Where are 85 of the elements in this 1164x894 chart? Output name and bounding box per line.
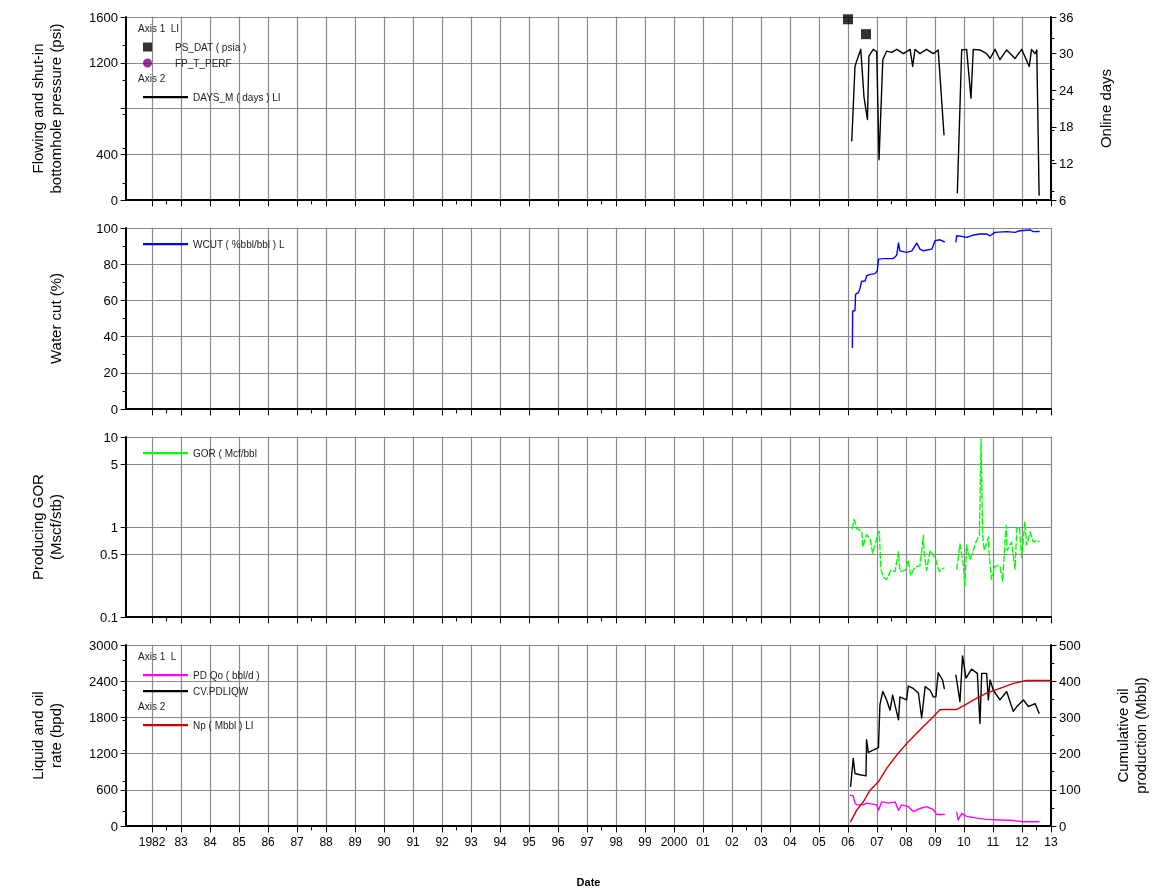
legend-label: PS_DAT ( psia ): [175, 41, 247, 53]
y-tick-label: 1: [110, 519, 118, 535]
y2-tick-label: 200: [1059, 746, 1081, 762]
line-series: [849, 679, 1051, 823]
x-tick-label: 08: [899, 835, 914, 849]
y-axis-title: Liquid and oil rate (bpd): [28, 691, 64, 780]
y-tick-label: 5: [110, 456, 118, 472]
legend-label: Np ( Mbbl ) LI: [193, 719, 254, 731]
y-tick-label: 20: [103, 365, 118, 381]
annotation: Axis 2: [138, 72, 166, 84]
y-tick-label: 1200: [89, 746, 118, 762]
x-tick-label: 13: [1044, 835, 1058, 849]
x-tick-label: 11: [986, 835, 1000, 849]
y-tick-label: 1800: [89, 709, 118, 725]
x-tick-label: 96: [551, 835, 566, 849]
y-tick-label: 600: [96, 782, 118, 798]
x-tick-label: 98: [609, 835, 624, 849]
legend-label: PD Qo ( bbl/d ): [193, 669, 260, 681]
x-tick-label: 90: [377, 835, 392, 849]
annotation: Axis 1 LI: [138, 22, 180, 34]
legend-label: WCUT ( %bbl/bbl ) L: [193, 238, 285, 250]
legend-label: DAYS_M ( days ) LI: [193, 91, 281, 103]
y-tick-label: 100: [96, 220, 118, 236]
x-tick-label: 95: [522, 835, 537, 849]
x-tick-label: 04: [783, 835, 798, 849]
y2-tick-label: 500: [1059, 637, 1081, 653]
x-axis-title: Date: [576, 875, 601, 888]
y2-tick-label: 36: [1059, 9, 1074, 25]
x-tick-label: 93: [464, 835, 479, 849]
x-tick-label: 2000: [660, 835, 688, 849]
y-tick-label: 80: [103, 256, 118, 272]
y2-tick-label: 18: [1059, 119, 1074, 135]
x-tick-label: 09: [928, 835, 943, 849]
y-tick-label: 400: [96, 146, 118, 162]
y-tick-label: 1600: [89, 9, 118, 25]
x-tick-label: 89: [348, 835, 363, 849]
x-tick-label: 87: [290, 835, 305, 849]
x-tick-label: 85: [232, 835, 247, 849]
y-tick-label: 2400: [89, 673, 118, 689]
y-tick-label: 10: [103, 429, 118, 445]
y-tick-label: 40: [103, 329, 118, 345]
y-tick-label: 60: [103, 292, 118, 308]
legend-label: CV.PDLIQW: [193, 685, 249, 697]
x-tick-label: 01: [696, 835, 711, 849]
y-tick-label: 0: [110, 192, 118, 208]
x-tick-label: 92: [435, 835, 450, 849]
x-tick-label: 94: [493, 835, 508, 849]
x-tick-label: 91: [406, 835, 421, 849]
x-tick-label: 97: [580, 835, 595, 849]
y-axis-title: Water cut (%): [46, 272, 64, 365]
y-tick-label: 3000: [89, 637, 118, 653]
y-axis-title: Producing GOR (Mscf/stb): [28, 473, 64, 580]
y-tick-label: 0: [110, 818, 118, 834]
y-tick-label: 0: [110, 401, 118, 417]
annotation: Axis 1 L: [138, 650, 177, 662]
y2-tick-label: 300: [1059, 709, 1081, 725]
y2-tick-label: 400: [1059, 673, 1081, 689]
x-tick-label: 07: [870, 835, 885, 849]
x-tick-label: 84: [203, 835, 218, 849]
x-tick-label: 06: [841, 835, 856, 849]
x-tick-label: 02: [725, 835, 740, 849]
x-tick-label: 99: [638, 835, 653, 849]
y-tick-label: 1200: [89, 55, 118, 71]
y2-tick-label: 12: [1059, 155, 1074, 171]
y-axis-title: Flowing and shut-in bottomhole pressure (psi): [28, 23, 64, 194]
x-tick-label: 03: [754, 835, 769, 849]
y2-axis-title: Cumulative oil production (Mbbl): [1113, 677, 1149, 794]
y2-tick-label: 0: [1059, 818, 1067, 834]
y2-tick-label: 100: [1059, 782, 1081, 798]
legend-label: GOR ( Mcf/bbl: [193, 447, 257, 459]
x-tick-label: 10: [957, 835, 971, 849]
y2-tick-label: 30: [1059, 46, 1074, 62]
y2-axis-title: Online days: [1096, 68, 1114, 149]
x-tick-label: 05: [812, 835, 827, 849]
y2-tick-label: 24: [1059, 82, 1074, 98]
y2-tick-label: 6: [1059, 192, 1067, 208]
y-tick-label: 0.5: [99, 546, 118, 562]
y-tick-label: 0.1: [99, 609, 118, 625]
annotation: Axis 2: [138, 700, 166, 712]
legend-label: FP_T_PERF: [175, 57, 232, 69]
x-tick-label: 12: [1015, 835, 1029, 849]
x-tick-label: 83: [174, 835, 189, 849]
x-tick-label: 86: [261, 835, 276, 849]
x-tick-label: 1982: [138, 835, 166, 849]
x-tick-label: 88: [319, 835, 334, 849]
